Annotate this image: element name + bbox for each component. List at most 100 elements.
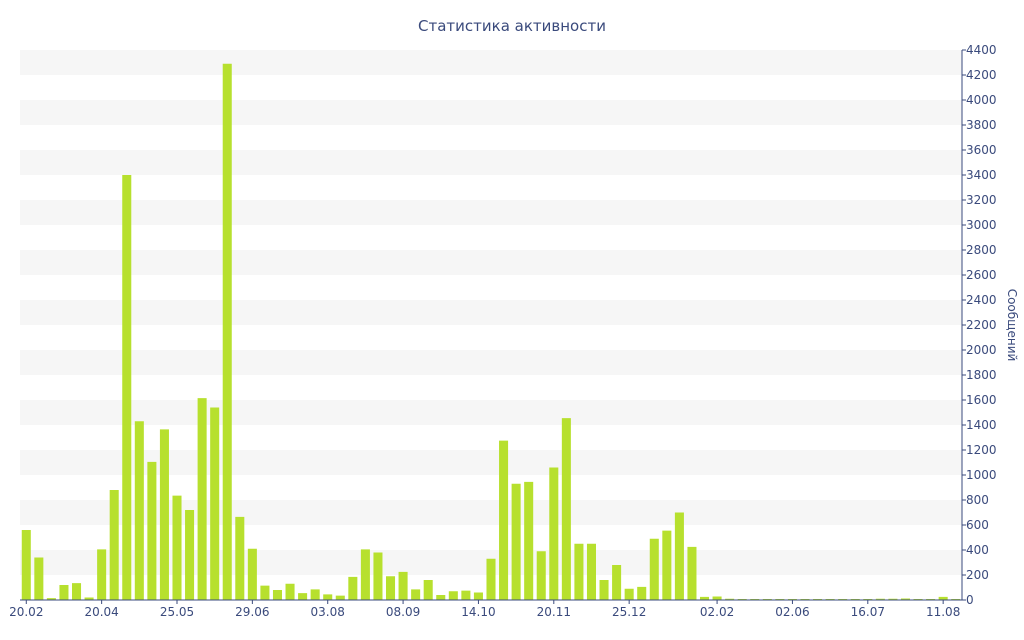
bar — [473, 592, 483, 600]
y-tick-label: 3600 — [966, 143, 997, 157]
x-tick-label: 20.02 — [9, 605, 43, 619]
y-tick-label: 1000 — [966, 468, 997, 482]
chart-title: Статистика активности — [418, 17, 606, 35]
bar — [398, 571, 408, 601]
y-tick-label: 3200 — [966, 193, 997, 207]
x-tick-label: 02.06 — [775, 605, 809, 619]
bar — [97, 549, 107, 601]
y-axis: 0 200 400 600 800 1000 1200 1400 1600 1800 2000 220… — [961, 43, 997, 607]
x-tick-label: 29.06 — [235, 605, 269, 619]
bar — [235, 516, 245, 601]
bar — [637, 586, 647, 601]
x-tick-label: 11.08 — [926, 605, 960, 619]
y-tick-label: 1600 — [966, 393, 997, 407]
bar — [499, 440, 509, 601]
grid-band — [20, 400, 962, 425]
y-tick-label: 2000 — [966, 343, 997, 357]
y-axis-label: Сообщений — [1005, 289, 1019, 362]
y-tick-label: 2600 — [966, 268, 997, 282]
bar — [310, 589, 320, 601]
y-tick-label: 1800 — [966, 368, 997, 382]
bar — [197, 398, 207, 601]
x-tick-label: 25.12 — [612, 605, 646, 619]
y-tick-label: 2800 — [966, 243, 997, 257]
bar — [888, 598, 898, 600]
bar — [649, 538, 659, 600]
y-tick-label: 400 — [966, 543, 989, 557]
bar — [298, 593, 308, 601]
y-tick-label: 800 — [966, 493, 989, 507]
bar — [373, 552, 383, 600]
grid-band — [20, 200, 962, 225]
y-tick-label: 1200 — [966, 443, 997, 457]
x-tick-label: 02.02 — [700, 605, 734, 619]
bar — [687, 546, 697, 601]
bar — [561, 418, 571, 601]
y-tick-label: 200 — [966, 568, 989, 582]
bar-series — [21, 63, 961, 601]
bar — [511, 483, 521, 600]
grid-band — [20, 100, 962, 125]
bar — [185, 510, 195, 600]
y-tick-label: 3800 — [966, 118, 997, 132]
bar — [21, 530, 31, 600]
bar — [272, 590, 282, 600]
y-tick-label: 3000 — [966, 218, 997, 232]
grid-band — [20, 300, 962, 325]
bar — [122, 175, 132, 600]
x-tick-label: 25.05 — [160, 605, 194, 619]
bar — [247, 548, 257, 600]
grid-band — [20, 450, 962, 475]
bar — [612, 565, 622, 600]
y-tick-label: 4000 — [966, 93, 997, 107]
x-tick-label: 03.08 — [311, 605, 345, 619]
grid-bands — [20, 50, 962, 575]
bar — [210, 407, 220, 600]
bar — [34, 557, 44, 600]
bar — [599, 580, 609, 600]
y-tick-label: 3400 — [966, 168, 997, 182]
bar — [172, 495, 182, 601]
bar — [348, 576, 358, 601]
bar — [574, 543, 584, 600]
bar — [448, 591, 458, 600]
bar — [323, 594, 333, 601]
x-tick-label: 20.11 — [537, 605, 571, 619]
bar — [386, 576, 396, 600]
x-tick-label: 16.07 — [851, 605, 885, 619]
grid-band — [20, 150, 962, 175]
y-tick-label: 2400 — [966, 293, 997, 307]
bar — [536, 551, 546, 600]
y-tick-label: 0 — [966, 593, 974, 607]
bar — [938, 596, 948, 601]
y-tick-label: 4200 — [966, 68, 997, 82]
bar — [134, 421, 144, 600]
bar — [524, 481, 534, 601]
x-tick-label: 08.09 — [386, 605, 420, 619]
bar — [900, 598, 910, 600]
bar — [725, 598, 735, 600]
x-tick-label: 14.10 — [461, 605, 495, 619]
bar — [360, 549, 370, 601]
grid-band — [20, 350, 962, 375]
bar — [84, 597, 94, 600]
bar — [260, 585, 270, 601]
bar — [222, 63, 232, 600]
bar — [486, 558, 496, 600]
y-tick-label: 1400 — [966, 418, 997, 432]
bar — [700, 596, 710, 601]
bar — [436, 595, 446, 600]
bar — [712, 596, 722, 600]
y-tick-label: 600 — [966, 518, 989, 532]
bar — [72, 583, 82, 601]
x-tick-label: 20.04 — [84, 605, 118, 619]
x-axis: 20.02 20.04 25.05 29.06 03.08 08.09 14.10 20.11… — [9, 599, 962, 619]
bar — [423, 580, 433, 600]
bar — [674, 512, 684, 600]
bar — [586, 543, 596, 600]
bar — [461, 590, 471, 601]
y-tick-label: 2200 — [966, 318, 997, 332]
bar — [624, 588, 634, 600]
bar — [549, 467, 559, 600]
